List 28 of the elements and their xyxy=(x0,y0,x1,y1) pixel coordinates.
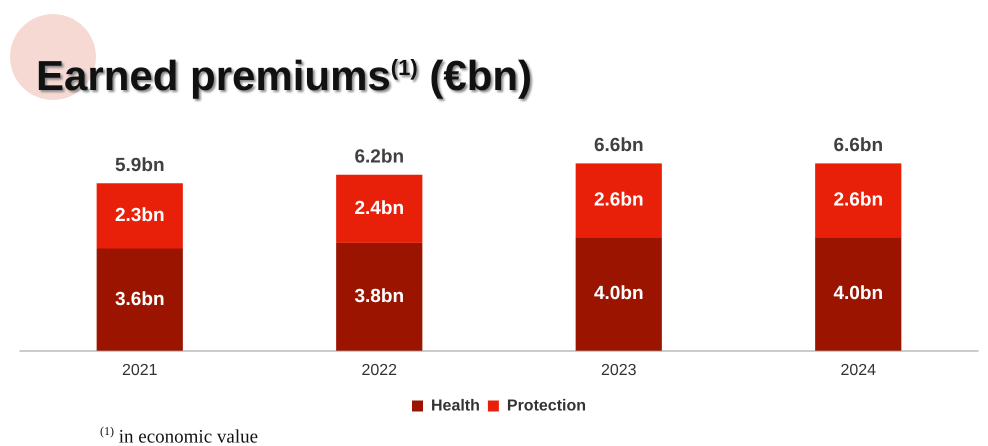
bar xyxy=(336,242,422,351)
total-label: 5.9bn xyxy=(114,154,165,176)
data-label: 2.4bn xyxy=(354,198,404,220)
bar xyxy=(576,237,662,351)
total-label: 6.6bn xyxy=(594,135,644,156)
total-label: 6.6bn xyxy=(833,135,884,156)
data-label: 2.3bn xyxy=(114,205,165,226)
chart-title: Earned premiums$^{(1)}$ (€bn) xyxy=(36,52,532,100)
bar xyxy=(96,183,183,249)
bar xyxy=(336,174,422,243)
data-label: 2.6bn xyxy=(833,190,884,211)
bar xyxy=(815,237,902,351)
x-tick-label: 2023 xyxy=(600,362,637,379)
legend-label: Protection xyxy=(506,397,586,414)
data-label: 4.0bn xyxy=(833,283,884,304)
x-tick-label: 2021 xyxy=(122,362,158,379)
bar xyxy=(576,163,662,238)
data-label: 3.6bn xyxy=(114,288,165,310)
legend-label: Health xyxy=(430,397,480,414)
bar xyxy=(815,163,902,238)
x-tick-label: 2022 xyxy=(361,362,398,379)
total-label: 6.2bn xyxy=(354,146,404,168)
x-tick-label: 2024 xyxy=(840,362,876,379)
data-label: 3.8bn xyxy=(354,286,404,308)
data-label: 4.0bn xyxy=(594,283,644,304)
bar xyxy=(96,248,183,351)
text: $^{(1)}$ in economic value xyxy=(100,424,258,446)
data-label: 2.6bn xyxy=(594,190,644,211)
